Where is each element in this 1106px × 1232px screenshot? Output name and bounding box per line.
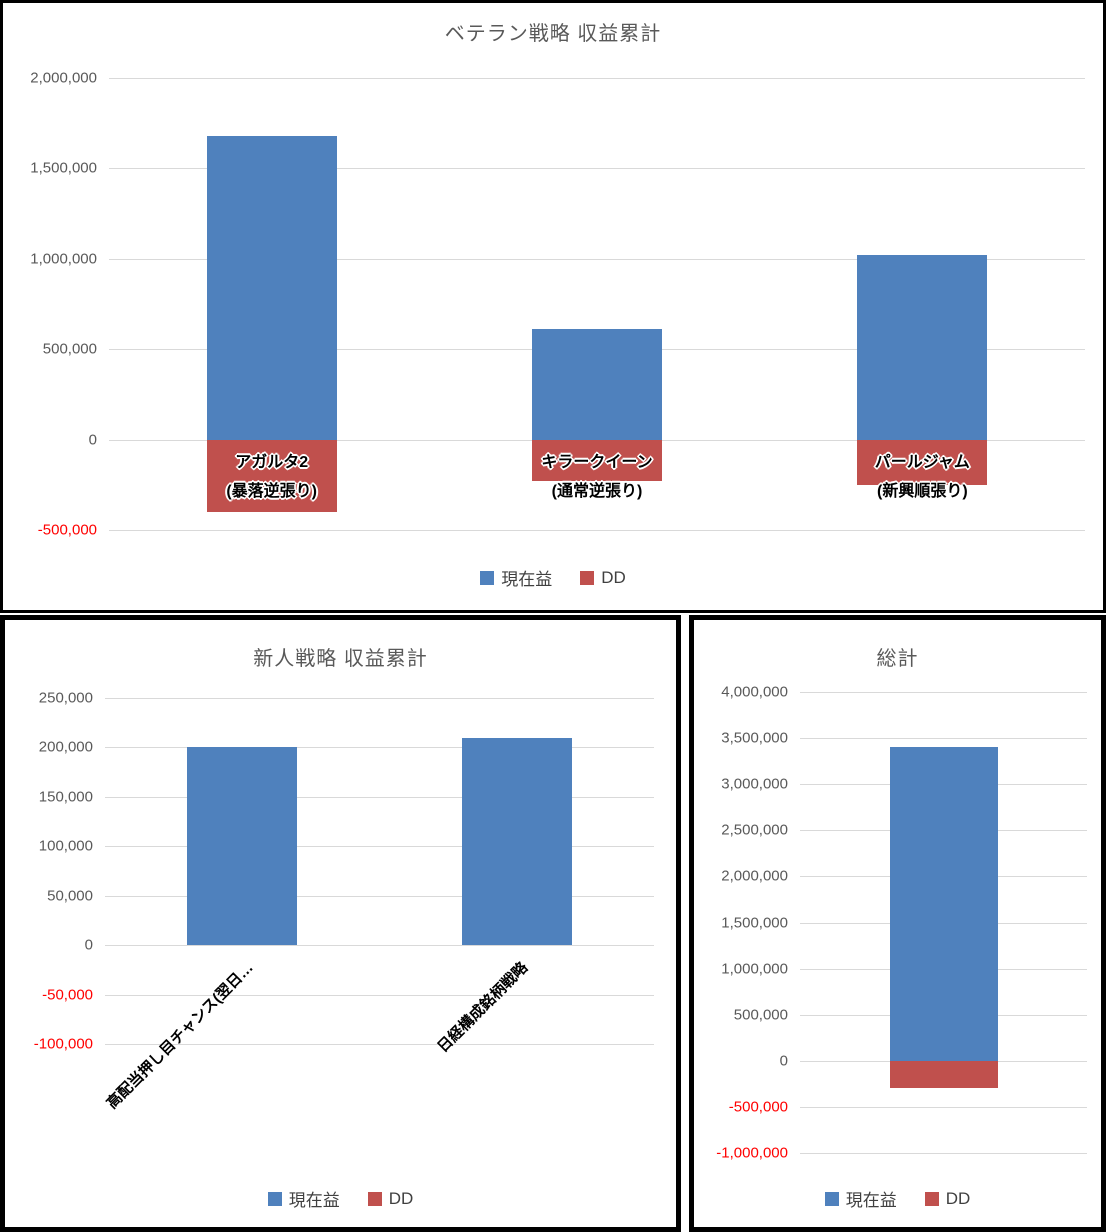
y-axis-tick-label: -500,000 — [728, 1098, 788, 1116]
chart-title: 新人戦略 収益累計 — [253, 648, 428, 670]
y-axis-tick-label: 2,000,000 — [30, 69, 97, 87]
grid-line — [105, 698, 654, 699]
grid-line — [105, 895, 654, 897]
y-axis-tick-label: 3,500,000 — [721, 729, 788, 747]
legend-label: DD — [388, 1188, 414, 1208]
category-label: アガルタ2 (暴落逆張り) — [226, 453, 317, 500]
y-axis-tick-label: 200,000 — [38, 738, 93, 756]
legend-item-dd: DD — [367, 1188, 414, 1209]
grid-line — [105, 796, 654, 798]
legend-label: 現在益 — [288, 1191, 340, 1210]
legend-item-dd: DD — [924, 1188, 971, 1209]
chart-legend: 現在益 DD — [3, 565, 1103, 590]
y-axis-tick-label: 3,000,000 — [721, 775, 788, 793]
bar-current-profit — [461, 737, 572, 946]
chart-legend: 現在益 DD — [694, 1186, 1101, 1211]
y-axis-tick-label: 4,000,000 — [721, 683, 788, 701]
grid-line — [800, 1106, 1087, 1108]
dd-series-swatch — [924, 1191, 939, 1206]
category-label: キラークイーン (通常逆張り) — [541, 453, 653, 500]
y-axis-tick-label: -1,000,000 — [716, 1144, 788, 1162]
legend-label: DD — [945, 1188, 971, 1208]
y-axis-tick-label: 1,500,000 — [30, 159, 97, 177]
grid-line — [105, 1044, 654, 1045]
bar-current-profit — [889, 747, 998, 1061]
grid-line — [105, 945, 654, 947]
legend-item-profit: 現在益 — [267, 1186, 340, 1211]
category-label: 日経構成銘柄戦略 — [434, 959, 531, 1057]
bar-dd — [889, 1060, 998, 1089]
grid-line — [105, 846, 654, 848]
grid-line — [109, 530, 1085, 531]
grid-line — [109, 258, 1085, 260]
legend-item-profit: 現在益 — [824, 1186, 897, 1211]
plot-area: 250,000 200,000 150,000 100,000 50,000 0 -50,0… — [34, 690, 654, 1112]
grid-line — [109, 78, 1085, 79]
plot-area: 4,000,000 3,500,000 3,000,000 2,500,000 2,00… — [716, 684, 1087, 1162]
bar-dd — [532, 439, 662, 482]
bar-current-profit — [206, 135, 337, 440]
bar-dd — [857, 439, 988, 485]
veteran-strategy-chart: ベテラン戦略 収益累計 2,000,000 1,500,000 1,000,000 5… — [0, 0, 1106, 613]
grid-line — [800, 738, 1087, 740]
y-axis-tick-label: 1,500,000 — [721, 914, 788, 931]
legend-item-profit: 現在益 — [480, 565, 552, 590]
grid-line — [800, 692, 1087, 693]
dd-series-swatch — [580, 570, 595, 585]
y-axis-tick-label: 500,000 — [42, 340, 97, 358]
bar-current-profit — [857, 255, 988, 440]
legend-label: DD — [601, 567, 626, 587]
y-axis-tick-label: 2,500,000 — [721, 821, 788, 839]
bar-current-profit — [187, 747, 298, 946]
plot-area: 2,000,000 1,500,000 1,000,000 500,000 0 -500,… — [30, 70, 1085, 539]
y-axis-tick-label: 150,000 — [38, 788, 93, 806]
profit-series-swatch — [267, 1191, 282, 1206]
y-axis-tick-label: 0 — [88, 431, 97, 449]
rookie-strategy-chart: 新人戦略 収益累計 250,000 200,000 150,000 100,000 50… — [0, 615, 681, 1232]
y-axis-tick-label: 1,000,000 — [30, 250, 97, 268]
y-axis-tick-label: 2,000,000 — [721, 867, 788, 885]
category-label: パールジャム (新興順張り) — [874, 453, 970, 500]
dd-series-swatch — [367, 1191, 382, 1206]
legend-item-dd: DD — [580, 568, 626, 588]
y-axis-tick-label: 0 — [84, 936, 93, 954]
total-chart: 総計 4,000,000 3,500,000 3,000,000 2,500,000 2… — [689, 615, 1106, 1232]
grid-line — [800, 1153, 1087, 1154]
grid-line — [109, 168, 1085, 170]
y-axis-tick-label: 500,000 — [733, 1006, 788, 1024]
y-axis-tick-label: -50,000 — [42, 986, 93, 1004]
profit-series-swatch — [480, 570, 495, 585]
bar-dd — [206, 439, 337, 512]
category-label: 高配当押し目チャンス(翌日… — [103, 959, 257, 1113]
y-axis-tick-label: 1,000,000 — [721, 960, 788, 978]
legend-label: 現在益 — [501, 570, 553, 589]
y-axis-tick-label: 0 — [779, 1052, 788, 1070]
y-axis-tick-label: 100,000 — [38, 837, 93, 855]
legend-label: 現在益 — [845, 1191, 897, 1210]
bar-current-profit — [532, 329, 662, 440]
grid-line — [105, 994, 654, 996]
chart-title: ベテラン戦略 収益累計 — [444, 23, 662, 45]
y-axis-tick-label: 250,000 — [38, 689, 93, 707]
y-axis-tick-label: 50,000 — [47, 887, 93, 905]
y-axis-tick-label: -100,000 — [33, 1035, 93, 1053]
chart-title: 総計 — [876, 648, 919, 670]
y-axis-tick-label: -500,000 — [37, 521, 97, 539]
profit-series-swatch — [824, 1191, 839, 1206]
grid-line — [105, 747, 654, 749]
chart-legend: 現在益 DD — [5, 1186, 676, 1211]
